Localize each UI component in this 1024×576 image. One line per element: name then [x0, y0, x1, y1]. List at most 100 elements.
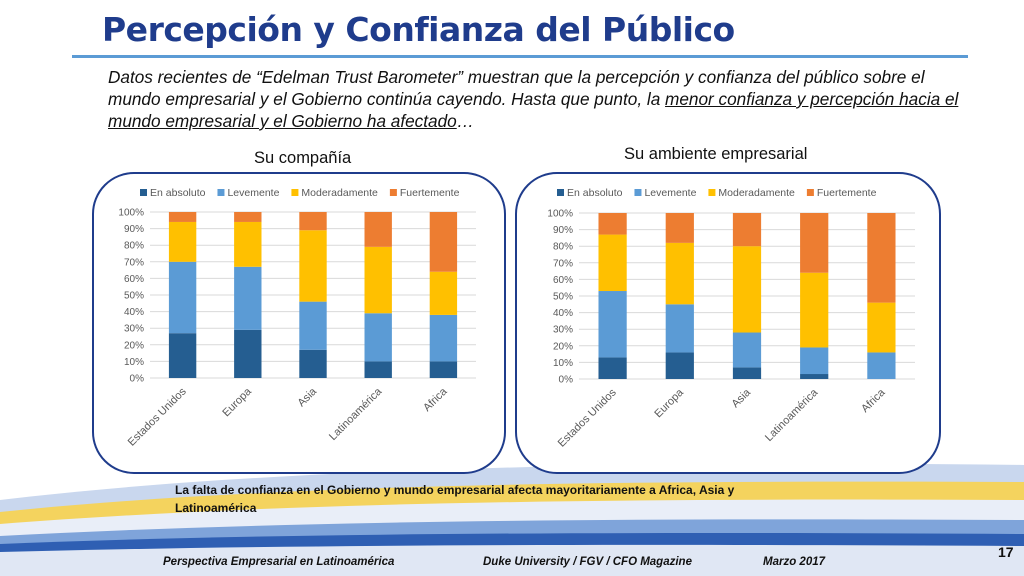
chart-title-su-ambiente-empresarial: Su ambiente empresarial	[624, 145, 808, 163]
y-tick-label: 10%	[124, 357, 144, 368]
chart-panel-su-compania: 0% 10% 20% 30% 40% 50% 60% 70% 80% 90% 100% En abso…	[92, 172, 506, 474]
bar-estados-unidos-levemente	[598, 291, 627, 358]
footer-date: Marzo 2017	[763, 556, 826, 568]
legend-swatch-levemente	[217, 189, 225, 196]
legend-label-moderadamente: Moderadamente	[301, 187, 378, 199]
y-tick-label: 80%	[553, 242, 573, 253]
y-tick-label: 0%	[130, 374, 145, 385]
bar-europa-fuertemente	[665, 213, 694, 243]
y-tick-label: 30%	[124, 324, 144, 335]
page-number: 17	[998, 544, 1014, 560]
x-tick-label-latinoamerica: Latinoamérica	[327, 385, 385, 443]
bar-latinoamerica-fuertemente	[364, 212, 392, 247]
bar-latinoamerica-levemente	[364, 313, 392, 362]
bar-asia-en-absoluto	[732, 367, 762, 379]
y-tick-label: 100%	[547, 209, 573, 220]
conclusion-note: La falta de confianza en el Gobierno y m…	[175, 483, 735, 515]
x-tick-label-estados-unidos: Estados Unidos	[126, 385, 189, 448]
x-tick-label-africa: Africa	[859, 386, 888, 415]
bar-estados-unidos-levemente	[168, 261, 197, 334]
y-tick-label: 40%	[553, 308, 573, 319]
intro-text: Datos recientes de “Edelman Trust Barome…	[108, 67, 925, 109]
x-tick-label-europa: Europa	[220, 385, 254, 419]
bar-asia-fuertemente	[732, 213, 762, 247]
legend-swatch-moderadamente	[291, 189, 299, 196]
bar-asia-en-absoluto	[299, 349, 327, 378]
y-tick-label: 0%	[559, 375, 574, 386]
bar-africa-fuertemente	[429, 212, 458, 272]
stacked-bar-chart-su-ambiente-empresarial: 0% 10% 20% 30% 40% 50% 60% 70% 80% 90% 100% En abso…	[547, 187, 915, 450]
bar-asia-moderadamente	[732, 246, 762, 333]
y-tick-label: 50%	[553, 292, 573, 303]
bar-latinoamerica-fuertemente	[800, 213, 829, 273]
bar-latinoamerica-moderadamente	[364, 246, 392, 314]
legend-swatch-en-absoluto	[140, 189, 147, 196]
x-tick-label-latinoamerica: Latinoamérica	[763, 386, 821, 444]
bar-latinoamerica-moderadamente	[800, 272, 829, 348]
bar-estados-unidos-fuertemente	[598, 213, 627, 235]
y-tick-label: 70%	[124, 257, 144, 268]
x-tick-label-asia: Asia	[729, 386, 753, 410]
bar-africa-fuertemente	[867, 213, 896, 303]
legend-label-levemente: Levemente	[644, 187, 696, 199]
title-underline	[72, 55, 968, 58]
bar-africa-levemente	[429, 314, 458, 362]
chart-title-su-compania: Su compañía	[254, 149, 352, 167]
bar-europa-moderadamente	[234, 221, 262, 267]
bar-estados-unidos-en-absoluto	[598, 357, 627, 379]
y-tick-label: 20%	[124, 340, 144, 351]
decorative-footer-band	[0, 463, 1024, 576]
y-tick-label: 50%	[124, 291, 144, 302]
legend-swatch-levemente	[634, 189, 642, 196]
bar-europa-levemente	[665, 304, 694, 353]
y-tick-label: 40%	[124, 307, 144, 318]
bar-estados-unidos-en-absoluto	[168, 333, 197, 378]
x-tick-label-asia: Asia	[295, 385, 319, 409]
y-tick-label: 70%	[553, 258, 573, 269]
y-tick-label: 90%	[553, 225, 573, 236]
bar-europa-levemente	[234, 266, 262, 330]
bar-asia-moderadamente	[299, 230, 327, 302]
bar-asia-fuertemente	[299, 212, 327, 231]
bar-asia-levemente	[299, 301, 327, 350]
footer-center-text: Duke University / FGV / CFO Magazine	[483, 556, 692, 568]
slide-title: Percepción y Confianza del Público	[102, 10, 735, 49]
bar-europa-fuertemente	[234, 212, 262, 222]
footer-left-text: Perspectiva Empresarial en Latinoamérica	[163, 556, 395, 568]
legend-swatch-fuertemente	[389, 189, 397, 196]
bar-estados-unidos-fuertemente	[168, 212, 197, 222]
bar-asia-levemente	[732, 332, 762, 368]
bar-estados-unidos-moderadamente	[168, 221, 197, 262]
y-tick-label: 30%	[553, 325, 573, 336]
legend-label-fuertemente: Fuertemente	[400, 187, 460, 199]
legend-swatch-fuertemente	[806, 189, 814, 196]
legend-label-levemente: Levemente	[227, 187, 279, 199]
bar-estados-unidos-moderadamente	[598, 234, 627, 292]
bar-latinoamerica-en-absoluto	[364, 361, 392, 378]
bar-europa-moderadamente	[665, 242, 694, 305]
y-tick-label: 80%	[124, 241, 144, 252]
y-tick-label: 90%	[124, 224, 144, 235]
y-tick-label: 10%	[553, 358, 573, 369]
y-tick-label: 60%	[124, 274, 144, 285]
intro-paragraph: Datos recientes de “Edelman Trust Barome…	[108, 66, 968, 132]
y-tick-label: 20%	[553, 341, 573, 352]
bar-africa-en-absoluto	[429, 361, 458, 378]
bar-latinoamerica-levemente	[800, 347, 829, 375]
legend-label-en-absoluto: En absoluto	[150, 187, 206, 199]
x-tick-label-estados-unidos: Estados Unidos	[556, 386, 619, 449]
stacked-bar-chart-su-compania: 0% 10% 20% 30% 40% 50% 60% 70% 80% 90% 100% En abso…	[118, 187, 476, 449]
x-tick-label-africa: Africa	[421, 385, 450, 414]
bar-latinoamerica-en-absoluto	[800, 374, 829, 379]
legend-label-moderadamente: Moderadamente	[718, 187, 795, 199]
bar-africa-moderadamente	[429, 271, 458, 315]
legend-swatch-moderadamente	[708, 189, 716, 196]
x-tick-label-europa: Europa	[652, 386, 686, 420]
bar-europa-en-absoluto	[665, 352, 694, 379]
bar-africa-levemente	[867, 352, 896, 379]
intro-ellipsis: …	[456, 111, 474, 131]
intro-underlined-text: menor confianza y percepción hacia el mu…	[108, 89, 959, 131]
bar-africa-moderadamente	[867, 302, 896, 353]
legend-label-en-absoluto: En absoluto	[567, 187, 623, 199]
legend-swatch-en-absoluto	[557, 189, 564, 196]
